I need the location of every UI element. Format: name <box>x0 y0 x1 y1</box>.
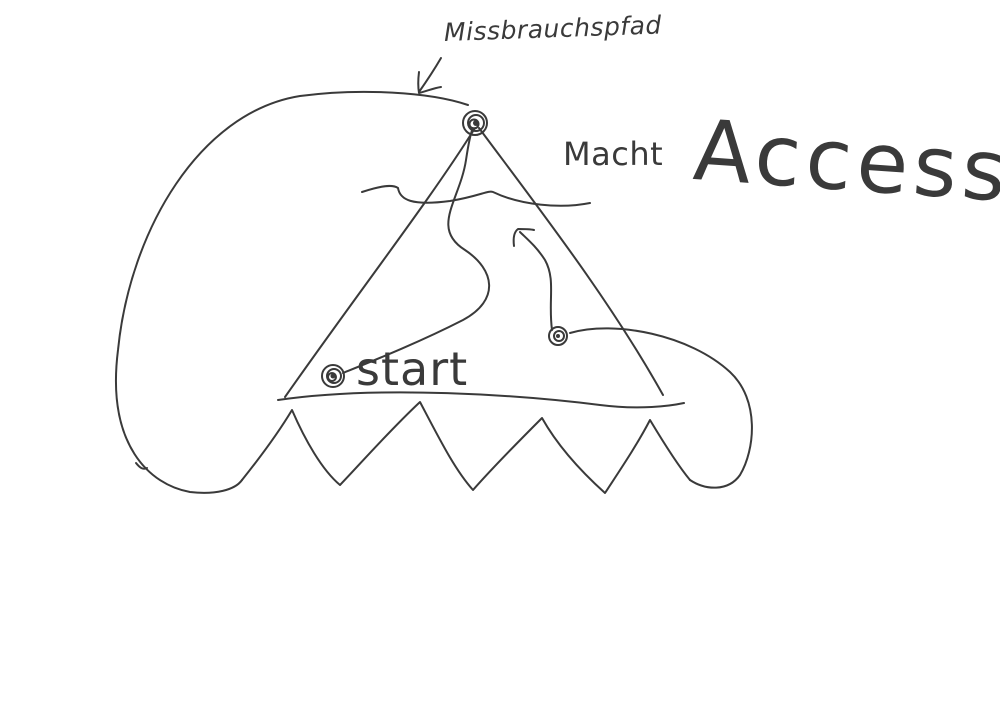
pyramid-right-side <box>478 127 664 396</box>
abuse-path-arrow-shaft <box>418 57 442 93</box>
macht-threshold-line <box>361 184 591 207</box>
abuse-path-tick <box>135 462 148 470</box>
abuse-path-line <box>115 90 469 494</box>
node-upward-path <box>519 231 553 331</box>
zigzag-bottom-teeth <box>241 401 691 494</box>
node-upward-arrow-head <box>512 228 535 247</box>
start-label: start <box>356 342 469 396</box>
inner-node <box>548 326 568 346</box>
access-label: Access <box>690 101 1000 222</box>
pyramid-base-line <box>277 391 685 409</box>
apex-node <box>462 110 488 136</box>
right-loop-line <box>569 327 753 489</box>
pyramid-left-side <box>284 127 476 398</box>
squiggle-path-start-to-apex <box>342 127 491 374</box>
abuse-path-arrow-head <box>417 71 442 94</box>
start-node <box>321 364 345 388</box>
missbrauchspfad-label: Missbrauchspfad <box>443 10 663 47</box>
macht-label: Macht <box>563 135 664 173</box>
